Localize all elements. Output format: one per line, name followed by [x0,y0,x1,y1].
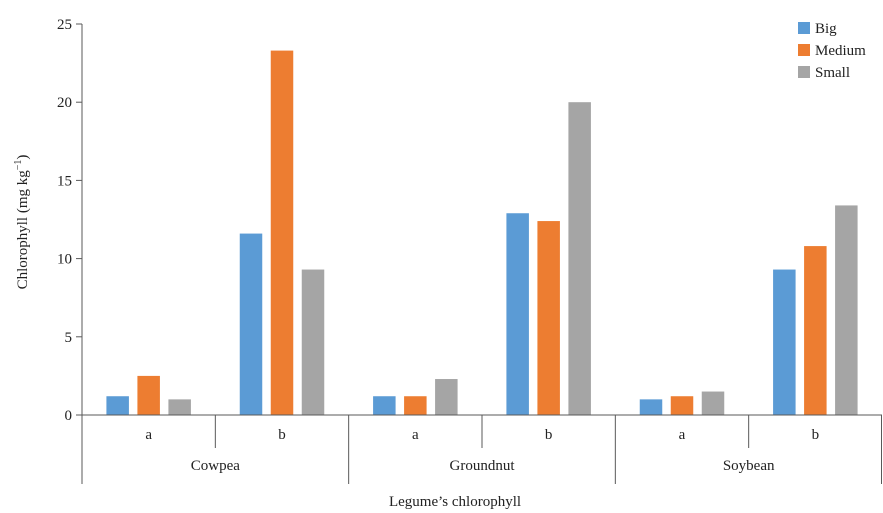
x-axis-title: Legume’s chlorophyll [389,494,521,510]
bar-medium [537,221,560,415]
bar-medium [270,50,294,415]
bar-big [773,269,796,415]
x-category-label: a [679,427,686,443]
bar-medium [804,246,827,415]
x-category-label: b [812,427,820,443]
x-group-label: Cowpea [191,458,240,474]
bar-small [701,391,725,415]
y-tick-label: 10 [57,252,72,268]
x-category-label: b [278,427,286,443]
legend-label-big: Big [815,21,837,37]
legend-label-small: Small [815,65,850,81]
bar-big [506,213,529,415]
legend-swatch-big [798,22,810,34]
bar-big [239,233,263,415]
bar-small [301,269,325,415]
x-group-label: Groundnut [450,458,516,474]
bar-big [639,399,663,415]
y-tick-label: 25 [57,17,72,33]
bar-medium [137,375,160,415]
legend: Big Medium Small [798,21,866,81]
x-group-label: Soybean [723,458,775,474]
x-axis: a b Cowpea a b Groundnut a b Soybean [81,414,882,484]
bar-big [373,396,396,415]
bar-small [568,102,591,415]
bar-small [835,205,858,415]
legend-label-medium: Medium [815,43,866,59]
legend-swatch-medium [798,44,810,56]
bar-medium [404,396,427,415]
y-tick-label: 0 [65,408,73,424]
y-tick-label: 15 [57,173,72,189]
y-tick-label: 5 [65,330,73,346]
bar-big [106,396,129,415]
y-axis: 0 5 10 15 20 25 [57,17,83,424]
legend-swatch-small [798,66,810,78]
bar-medium [670,396,694,415]
y-axis-title: Chlorophyll (mg kg−1) [13,155,31,290]
bar-small [168,399,191,415]
x-category-label: a [412,427,419,443]
x-category-label: b [545,427,553,443]
bar-small [435,379,458,415]
x-category-label: a [145,427,152,443]
y-tick-label: 20 [57,95,72,111]
bars [106,50,858,415]
